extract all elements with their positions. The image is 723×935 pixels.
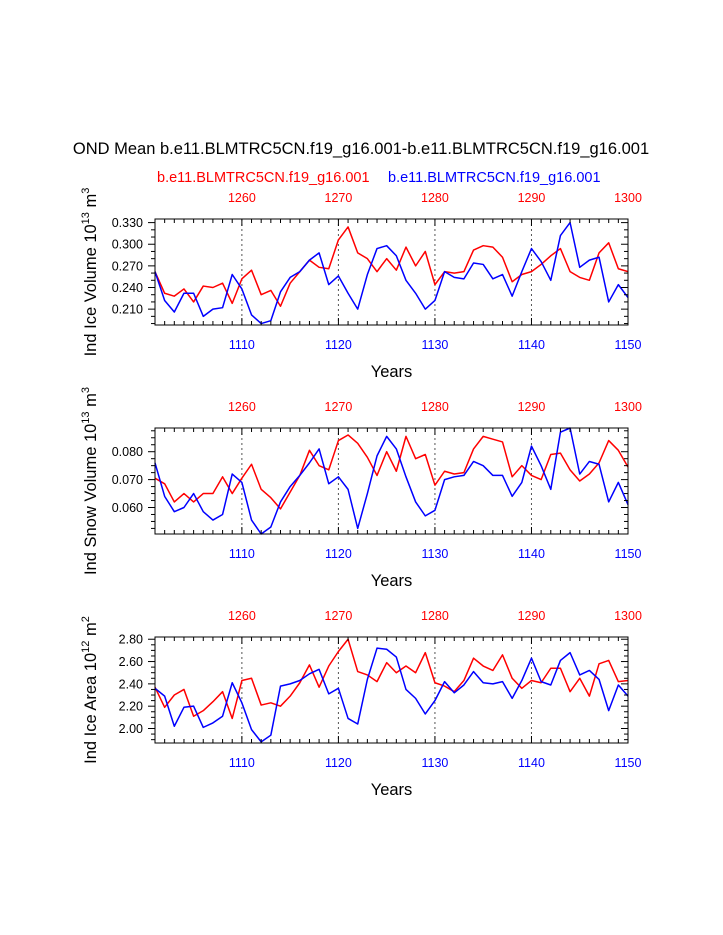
y-tick-label: 0.210 (112, 303, 143, 317)
x-tick-label-top: 1300 (614, 609, 642, 623)
y-tick-label: 0.060 (112, 501, 143, 515)
series-line-blue (154, 221, 629, 325)
x-tick-label-bottom: 1140 (518, 547, 545, 561)
x-tick-label-top: 1260 (228, 400, 256, 414)
y-axis-label: Ind Ice Volume 1013 m3 (80, 188, 100, 357)
x-axis-label: Years (371, 781, 413, 799)
x-tick-label-bottom: 1130 (421, 756, 448, 770)
x-tick-label-bottom: 1140 (518, 338, 545, 352)
x-tick-label-bottom: 1120 (325, 547, 352, 561)
x-tick-label-bottom: 1120 (325, 756, 352, 770)
x-tick-label-top: 1300 (614, 191, 642, 205)
x-tick-label-bottom: 1130 (421, 338, 448, 352)
x-tick-label-top: 1270 (325, 400, 353, 414)
series-line-red (154, 226, 629, 307)
chart-panel-2: 0.060 0.070 0.080 1110 1120 1130 1140 1150 1260 1… (80, 387, 642, 590)
y-tick-label: 2.60 (119, 655, 143, 669)
x-tick-label-bottom: 1150 (615, 756, 642, 770)
y-tick-label: 2.80 (119, 633, 143, 647)
x-tick-label-bottom: 1140 (518, 756, 545, 770)
x-tick-label-top: 1270 (325, 191, 353, 205)
x-tick-label-bottom: 1110 (229, 756, 255, 770)
series-line-red (154, 638, 629, 720)
plot-frame (154, 636, 629, 744)
y-tick-label: 2.00 (119, 722, 143, 736)
x-tick-label-top: 1280 (421, 400, 449, 414)
series-line-red (154, 434, 629, 510)
x-tick-label-top: 1260 (228, 191, 256, 205)
y-tick-label: 0.330 (112, 216, 143, 230)
x-axis-label: Years (371, 363, 413, 381)
series-line-blue (154, 647, 629, 743)
x-tick-label-bottom: 1120 (325, 338, 352, 352)
x-axis-label: Years (371, 572, 413, 590)
chart-panel-3: 2.00 2.20 2.40 2.60 2.80 1110 1120 1130 1140 1150… (80, 609, 642, 799)
x-tick-label-top: 1290 (518, 609, 546, 623)
x-tick-label-top: 1280 (421, 609, 449, 623)
y-tick-label: 0.270 (112, 259, 143, 273)
x-tick-label-top: 1270 (325, 609, 353, 623)
x-tick-label-top: 1280 (421, 191, 449, 205)
y-tick-label: 0.240 (112, 281, 143, 295)
x-tick-label-top: 1290 (518, 191, 546, 205)
x-tick-label-top: 1260 (228, 609, 256, 623)
y-tick-label: 0.300 (112, 238, 143, 252)
plot-frame (154, 218, 629, 326)
y-axis-label: Ind Snow Volume 1013 m3 (80, 387, 100, 575)
chart-panel-1: 0.210 0.240 0.270 0.300 0.330 1110 1120 1130 114… (80, 188, 642, 381)
figure-title: OND Mean b.e11.BLMTRC5CN.f19_g16.001-b.e… (73, 140, 649, 158)
y-tick-label: 2.20 (119, 700, 143, 714)
y-tick-label: 0.070 (112, 473, 143, 487)
x-tick-label-top: 1290 (518, 400, 546, 414)
y-tick-label: 2.40 (119, 677, 143, 691)
x-tick-label-top: 1300 (614, 400, 642, 414)
series-line-blue (154, 427, 629, 535)
legend-blue-label: b.e11.BLMTRC5CN.f19_g16.001 (388, 170, 601, 186)
x-tick-label-bottom: 1110 (229, 547, 255, 561)
plot-frame (154, 427, 629, 535)
legend-red-label: b.e11.BLMTRC5CN.f19_g16.001 (157, 170, 370, 186)
y-tick-label: 0.080 (112, 445, 143, 459)
x-tick-label-bottom: 1130 (421, 547, 448, 561)
chart-panels: 0.210 0.240 0.270 0.300 0.330 1110 1120 1130 114… (80, 188, 642, 799)
x-tick-label-bottom: 1150 (615, 338, 642, 352)
y-axis-label: Ind Ice Area 1012 m2 (80, 616, 100, 764)
x-tick-label-bottom: 1150 (615, 547, 642, 561)
x-tick-label-bottom: 1110 (229, 338, 255, 352)
